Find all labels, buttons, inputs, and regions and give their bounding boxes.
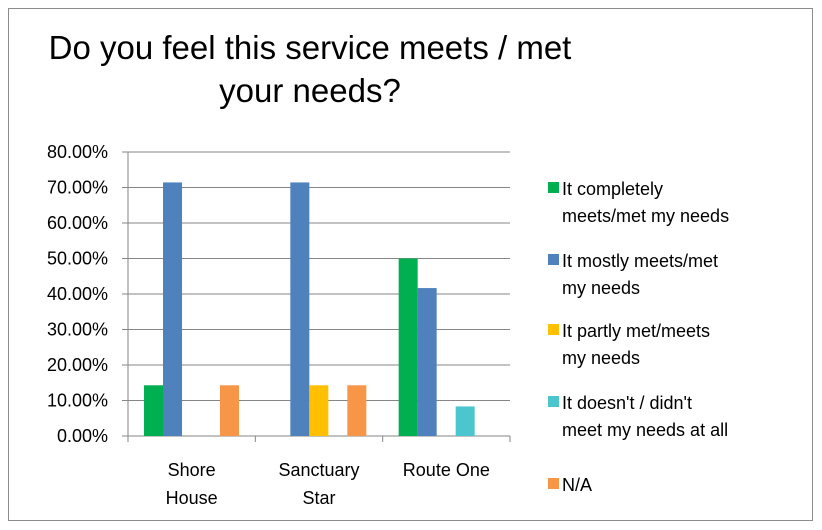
bar <box>398 258 418 436</box>
legend-swatch <box>548 254 559 265</box>
y-tick-label: 10.00% <box>47 391 108 411</box>
legend-label-line: my needs <box>562 278 641 298</box>
legend-label: It doesn't / didn't meet my needs at all <box>562 390 807 444</box>
legend-label-line: It doesn't / didn't <box>562 393 692 413</box>
legend-label: It completely meets/met my needs <box>562 176 807 230</box>
legend-swatch <box>548 396 559 407</box>
y-tick-label: 20.00% <box>47 355 108 375</box>
legend-label: N/A <box>562 472 807 499</box>
legend-label-line: my needs <box>562 348 641 368</box>
legend-label-line: meets/met my needs <box>562 206 730 226</box>
bar <box>163 182 182 436</box>
bar <box>290 182 310 436</box>
y-tick-label: 80.00% <box>47 142 108 162</box>
bar <box>455 406 475 436</box>
y-tick-label: 70.00% <box>47 178 108 198</box>
y-tick-label: 60.00% <box>47 213 108 233</box>
x-category-label: Route One <box>403 460 490 480</box>
legend-label-line: It completely <box>562 179 664 199</box>
bar <box>347 385 367 436</box>
legend-swatch <box>548 182 559 193</box>
y-tick-label: 30.00% <box>47 320 108 340</box>
x-category-label: House <box>166 488 218 508</box>
legend-label-line: N/A <box>562 475 593 495</box>
legend-label-line: meet my needs at all <box>562 420 729 440</box>
bar <box>220 385 239 436</box>
y-tick-label: 50.00% <box>47 249 108 269</box>
y-tick-label: 0.00% <box>57 426 108 446</box>
y-tick-label: 40.00% <box>47 284 108 304</box>
chart-title: Do you feel this service meets / met you… <box>40 26 580 112</box>
bar <box>144 385 163 436</box>
legend-swatch <box>548 478 559 489</box>
bar <box>309 385 329 436</box>
x-category-label: Shore <box>168 460 216 480</box>
legend-label: It partly met/meets my needs <box>562 318 807 372</box>
legend-label-line: It partly met/meets <box>562 321 711 341</box>
bar <box>417 288 437 436</box>
legend-label-line: It mostly meets/met <box>562 251 719 271</box>
legend-label: It mostly meets/met my needs <box>562 248 807 302</box>
x-category-label: Sanctuary <box>278 460 359 480</box>
chart-title-line-1: Do you feel this service meets / met <box>48 29 572 66</box>
x-category-label: Star <box>302 488 335 508</box>
legend-swatch <box>548 324 559 335</box>
chart-title-line-2: your needs? <box>219 72 401 109</box>
